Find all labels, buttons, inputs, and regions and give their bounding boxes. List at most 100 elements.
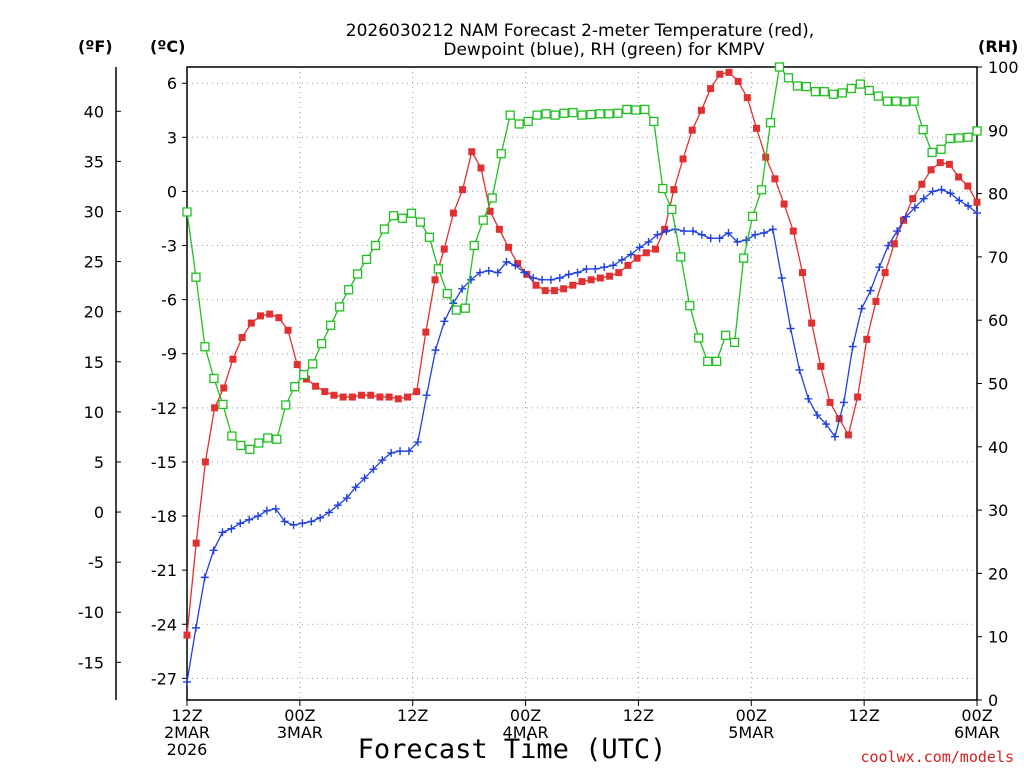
temperature-point [909,195,917,203]
dewpoint-point [733,237,742,246]
series-rh [182,62,982,454]
temperature-point [229,355,237,363]
dewpoint-point [280,517,289,526]
rh-point [918,125,928,135]
dewpoint-point [662,227,671,236]
dewpoint-point [387,448,396,457]
dewpoint-point [893,227,902,236]
dewpoint-point [413,438,422,447]
series-dewpoint [183,185,981,686]
fahrenheit-tick-label: 0 [94,503,104,522]
rh-tick-label: 40 [988,438,1008,457]
dewpoint-point [804,394,813,403]
dewpoint-point [617,255,626,264]
rh-point [909,96,919,106]
dewpoint-point [342,494,351,503]
rh-point [801,81,812,92]
rh-point [747,211,758,222]
celsius-tick-label: -6 [161,291,177,310]
temperature-point [945,160,953,168]
temperature-point [863,335,871,343]
temperature-point [973,198,981,206]
rh-point [703,356,713,366]
temperature-point [927,166,935,174]
dewpoint-point [404,447,413,456]
dewpoint-point [538,275,547,284]
dewpoint-point [910,203,919,212]
rh-point [640,104,650,115]
temperature-point [955,173,963,181]
rh-point [550,110,560,120]
temperature-point [403,393,411,401]
rh-point [191,272,201,282]
data-series [182,62,982,686]
temperature-point [284,326,292,334]
dewpoint-point [777,274,786,282]
dewpoint-point [751,230,760,239]
temperature-point [247,319,255,327]
rh-point [595,109,605,119]
rh-point [846,83,856,94]
dewpoint-point [307,517,316,526]
temperature-point [358,391,366,399]
temperature-point [440,245,448,253]
temperature-point [275,314,283,322]
celsius-tick-label: -27 [151,669,177,688]
dewpoint-point [609,261,618,270]
rh-point [720,330,731,341]
rh-point [945,133,955,144]
rh-point [182,207,192,217]
temperature-point [238,334,246,342]
rh-point [613,108,623,118]
dewpoint-point [884,241,893,250]
temperature-point [394,395,402,403]
dewpoint-point [573,268,582,277]
rh-point [972,126,982,136]
temperature-point [780,200,788,208]
rh-point [299,369,309,380]
rh-point [882,96,892,106]
temperature-point [606,272,614,280]
temperature-point [183,631,191,639]
x-tick-label: 12Z [848,706,879,725]
rh-point [577,110,587,120]
celsius-tick-label: 3 [167,128,177,147]
temperature-point [734,77,742,85]
temperature-point [587,276,595,284]
rh-point [819,87,830,97]
dewpoint-point [706,234,715,243]
rh-point [541,109,551,119]
fahrenheit-tick-label: 5 [94,453,104,472]
rh-point [343,285,354,295]
dewpoint-point [644,237,653,246]
dewpoint-point [245,515,254,524]
rh-point [828,89,839,99]
dewpoint-point [688,227,697,236]
rh-point [272,434,282,444]
temperature-point [661,225,669,233]
temperature-point [753,124,761,132]
x-tick-label: 12Z [623,706,654,725]
credit-link[interactable]: coolwx.com/models [860,748,1014,766]
rh-point [200,342,210,352]
dewpoint-point [919,194,928,203]
dewpoint-point [759,228,768,237]
rh-point [281,400,291,410]
rh-point [442,288,452,299]
x-tick-label: 2MAR [164,723,210,742]
temperature-point [385,393,393,401]
rh-point [855,79,865,89]
rh-point [334,302,345,312]
rh-point [676,252,686,262]
dewpoint-point [546,275,555,284]
temperature-point [431,276,439,284]
rh-point [729,337,740,348]
rh-point [523,116,533,127]
temperature-point [211,404,219,412]
dewpoint-point [493,268,502,277]
celsius-tick-label: -21 [151,561,177,580]
rh-point [873,91,883,101]
fahrenheit-tick-label: 25 [84,253,104,272]
fahrenheit-tick-label: -10 [78,603,104,622]
temperature-point [844,431,852,439]
